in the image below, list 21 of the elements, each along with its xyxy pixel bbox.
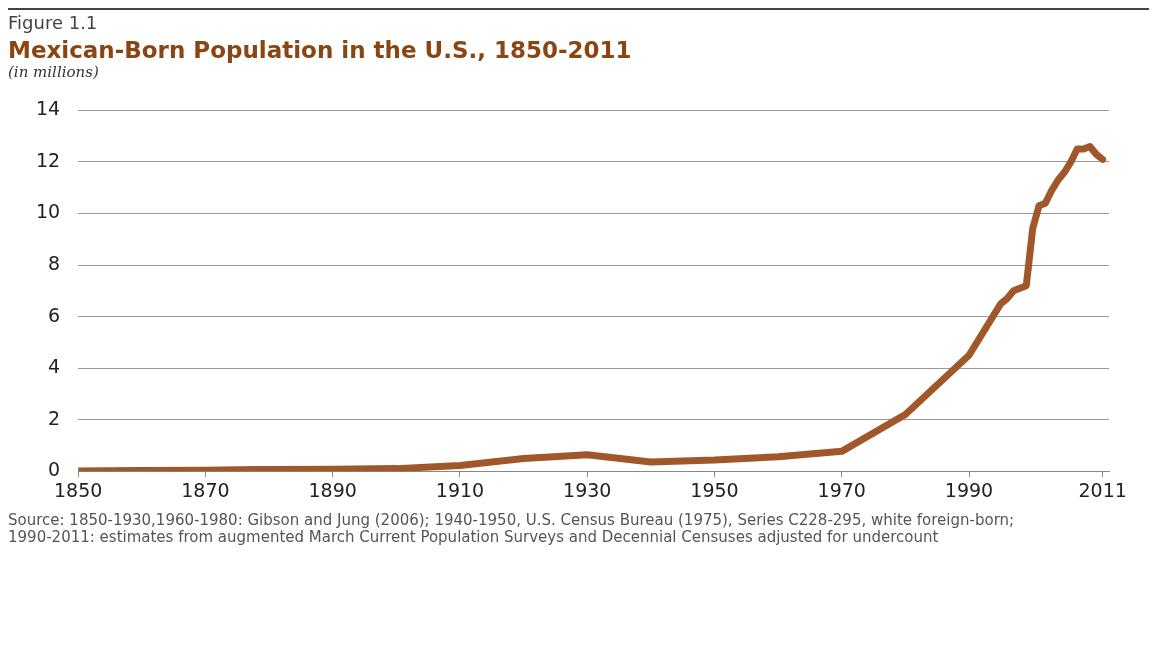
y-tick-label: 2 — [48, 406, 61, 429]
chart-subtitle: (in millions) — [8, 63, 100, 81]
x-tick-label: 1950 — [690, 478, 739, 501]
x-tick-label: 1850 — [54, 478, 103, 501]
y-tick-label: 10 — [35, 200, 61, 223]
x-tick-label: 1890 — [308, 478, 357, 501]
x-tick-label: 2011 — [1078, 478, 1127, 501]
y-tick-label: 8 — [48, 251, 61, 274]
x-tick-label: 1910 — [435, 478, 485, 501]
y-tick-label: 6 — [48, 303, 61, 326]
caption: Figure 1.1 — [8, 12, 99, 33]
x-tick-label: 1870 — [181, 478, 230, 501]
y-tick-label: 4 — [48, 355, 61, 378]
x-tick-label: 1930 — [563, 478, 612, 501]
y-tick-label: 14 — [35, 97, 61, 120]
source-note: Source: 1850-1930,1960-1980: Gibson and Jung (2006); 1940-1950, U.S. Census Bureau (1975), Series C228-295, white foreign-born; 1990-2011: estimates from augmented March Current Population Surveys and Decennial Censuses adjusted for undercount — [8, 511, 1016, 547]
y-tick-label: 0 — [48, 458, 61, 481]
x-tick-label: 1970 — [817, 478, 866, 501]
y-tick-label: 12 — [35, 148, 61, 171]
chart-title: Mexican-Born Population in the U.S., 1850-2011 — [8, 37, 633, 63]
x-tick-label: 1990 — [944, 478, 994, 501]
